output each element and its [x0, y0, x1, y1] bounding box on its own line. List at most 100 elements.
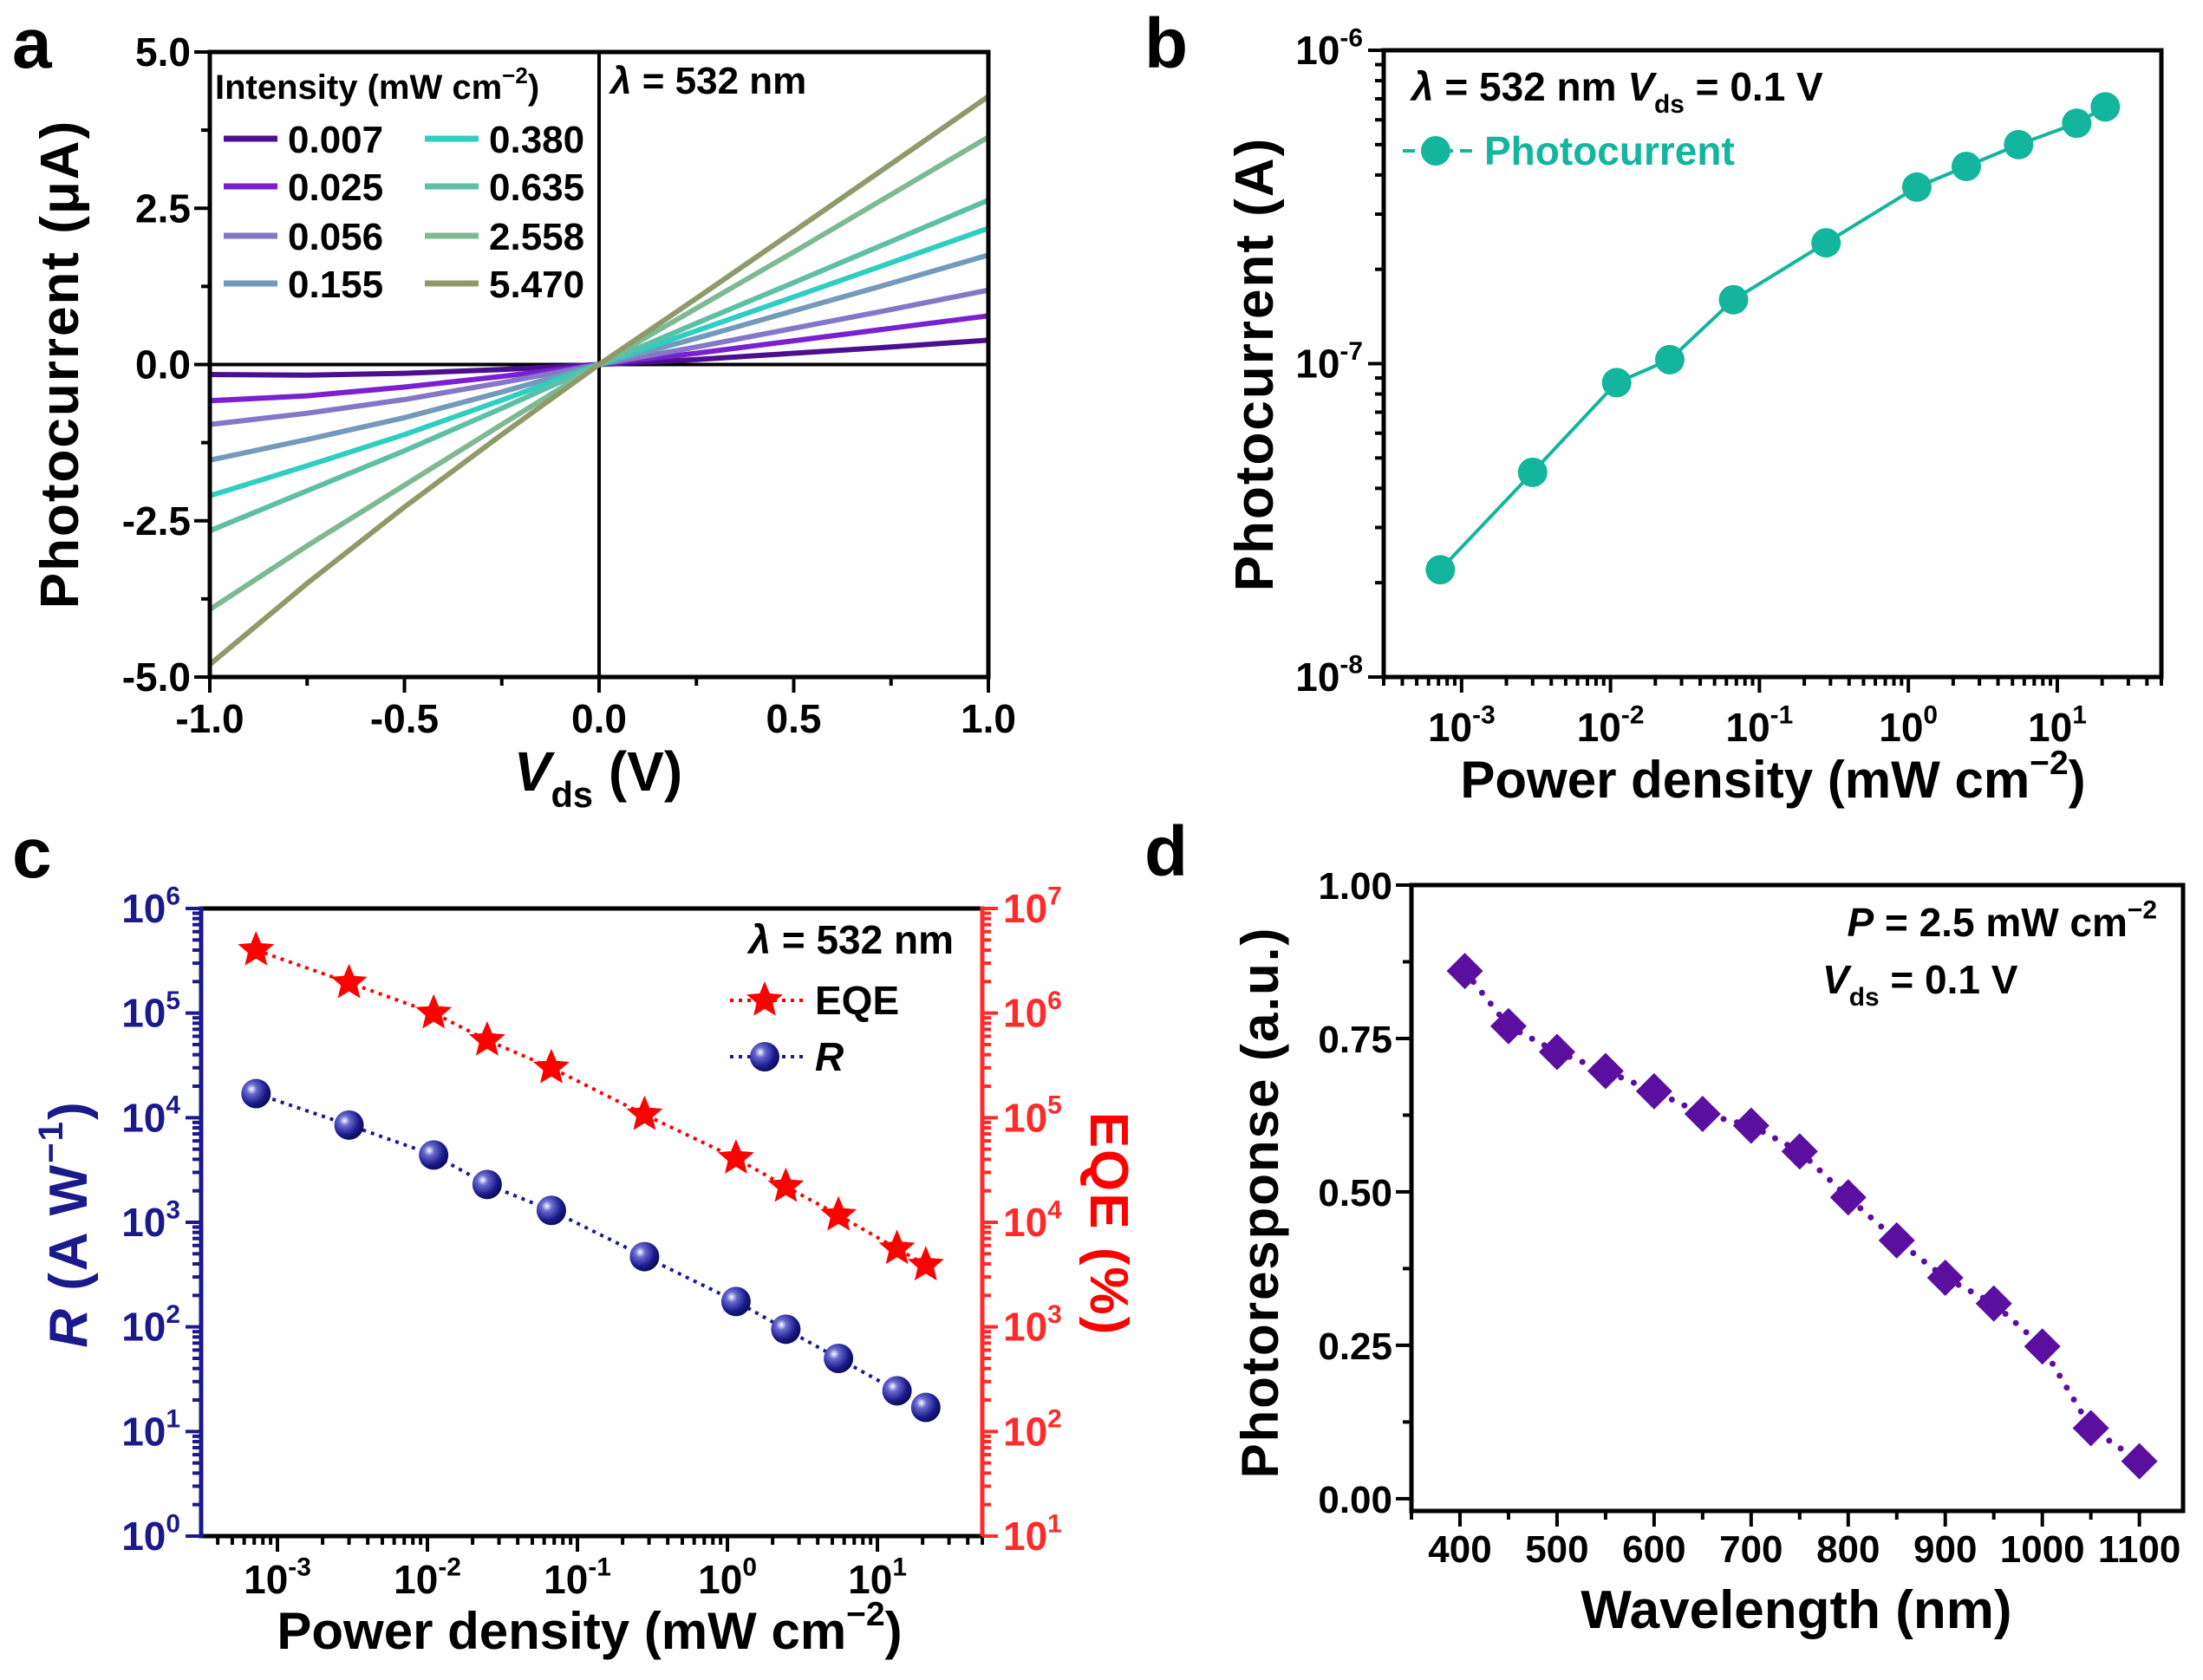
x-tick-label: 10-3	[1428, 700, 1496, 750]
legend-item: 0.155	[224, 264, 383, 306]
data-point-eqe	[767, 1167, 805, 1202]
y-axis-title-left: R (A W−1)	[31, 1100, 99, 1347]
y-tick-label: 5.0	[135, 29, 191, 75]
legend-item-r: R	[730, 1034, 844, 1079]
x-tick-label: 10-1	[1726, 700, 1794, 750]
legend-marker	[750, 1042, 779, 1071]
data-point-r	[419, 1140, 449, 1170]
data-point	[1425, 555, 1456, 585]
data-point-eqe	[415, 993, 453, 1029]
data-point	[1517, 457, 1548, 487]
data-point-eqe	[238, 931, 275, 966]
data-point-eqe	[718, 1139, 754, 1174]
legend-title: Intensity (mW cm−2)	[215, 62, 539, 107]
data-point	[1446, 953, 1483, 990]
y-tick-label: 101	[121, 1405, 180, 1455]
series-line-EQE	[255, 948, 927, 1267]
data-point	[1601, 368, 1632, 398]
x-tick-label: 900	[1913, 1528, 1977, 1571]
legend-label: R	[815, 1034, 844, 1079]
annotation-conditions: λ = 532 nm Vds = 0.1 V	[1409, 64, 1823, 119]
legend-label: Photocurrent	[1484, 128, 1735, 173]
y-tick-label: 0.00	[1318, 1479, 1392, 1521]
y-tick-label: 2.5	[135, 186, 191, 231]
data-point	[1975, 1285, 2012, 1322]
data-point	[1829, 1179, 1867, 1216]
x-tick-label: 500	[1525, 1528, 1588, 1571]
x-tick-label: 10-2	[394, 1553, 461, 1602]
data-point	[1811, 228, 1841, 258]
data-point-r	[771, 1314, 801, 1345]
data-point-r	[882, 1376, 912, 1406]
data-point-eqe	[626, 1095, 663, 1130]
y-tick-label: 0.25	[1318, 1325, 1392, 1368]
legend-label: 0.056	[288, 216, 383, 258]
y-tick-label: 1.00	[1318, 865, 1392, 908]
data-point	[1587, 1052, 1624, 1090]
annotation-wavelength: λ = 532 nm	[746, 917, 954, 962]
data-point	[2062, 108, 2092, 139]
data-point	[2090, 92, 2121, 122]
y-tick-label: 105	[121, 987, 180, 1036]
y-tick-label: 107	[1003, 882, 1062, 931]
x-tick-label: 101	[2028, 700, 2087, 750]
data-point	[2072, 1410, 2109, 1447]
y-tick-label: 103	[121, 1195, 180, 1245]
data-point-r	[629, 1241, 660, 1272]
panel-d-spectral-response: 400 500 600 700 800 900 1000 1100 0.00 0.25 0.50 0.…	[1231, 865, 2186, 1640]
y-tick-label: 10-6	[1295, 23, 1363, 73]
data-point	[2024, 1328, 2061, 1365]
y-tick-label: 102	[1003, 1405, 1062, 1455]
y-tick-label: 104	[1003, 1195, 1062, 1245]
legend-item: Photocurrent	[1403, 128, 1735, 173]
legend-item: 5.470	[425, 264, 584, 306]
data-point-eqe	[878, 1229, 916, 1265]
data-point-r	[910, 1392, 941, 1423]
legend-label: 0.007	[288, 119, 383, 161]
y-tick-label: 101	[1003, 1509, 1062, 1559]
y-tick-label: 106	[121, 882, 180, 931]
y-tick-label: 105	[1003, 1091, 1062, 1141]
y-tick-label: 0.50	[1318, 1172, 1392, 1214]
data-point-r	[720, 1286, 751, 1317]
data-point-eqe	[330, 963, 368, 999]
x-tick-label: 700	[1719, 1528, 1783, 1571]
y-tick-label: -5.0	[122, 654, 191, 700]
legend-label: EQE	[815, 978, 899, 1023]
x-tick-label: 1000	[2000, 1528, 2085, 1571]
x-tick-label: 1.0	[961, 696, 1016, 741]
annotation-power: P = 2.5 mW cm−2	[1847, 895, 2157, 945]
data-point	[2121, 1442, 2158, 1480]
data-point	[1489, 1007, 1527, 1045]
y-axis-title-right: EQE (%)	[1079, 1112, 1138, 1337]
panel-a-iv-curves: -1.0 -0.5 0.0 0.5 1.0 -5.0 -2.5 0.0 2.5 5.0 Vds (V…	[30, 29, 1016, 815]
data-point-r	[824, 1343, 854, 1373]
legend-item: 0.056	[224, 216, 383, 258]
x-tick-label: 0.0	[571, 696, 627, 741]
legend-item: 0.025	[224, 166, 383, 209]
y-axis-title: Photocurrent (A)	[1225, 137, 1285, 592]
panel-label: b	[1144, 4, 1188, 83]
x-axis-title: Power density (mW cm−2)	[277, 1596, 902, 1660]
panel-b-photocurrent: 10-3 10-2 10-1 100 101 10-8 10-7 10-6 Power dens…	[1225, 23, 2164, 809]
series-line-5.470	[208, 94, 990, 667]
data-point	[1732, 1107, 1770, 1144]
data-point	[1635, 1072, 1672, 1110]
x-tick-label: 600	[1622, 1528, 1685, 1571]
annotation-bias: Vds = 0.1 V	[1822, 957, 2018, 1012]
x-axis-title: Wavelength (nm)	[1581, 1580, 2011, 1640]
y-tick-label: 104	[121, 1091, 180, 1141]
y-axis-title: Photocurrent (μA)	[30, 120, 90, 609]
legend-label: 0.635	[489, 166, 584, 209]
data-point	[1718, 284, 1749, 315]
y-tick-label: 102	[121, 1300, 180, 1350]
y-tick-label: 0.0	[135, 342, 191, 387]
legend-item: 0.380	[425, 119, 584, 161]
data-point	[1952, 151, 1982, 181]
legend-marker	[1421, 136, 1450, 166]
y-tick-label: 0.75	[1318, 1019, 1392, 1061]
panel-label: c	[12, 814, 52, 893]
x-tick-label: 10-3	[244, 1553, 311, 1602]
legend-item-eqe: EQE	[730, 978, 899, 1023]
